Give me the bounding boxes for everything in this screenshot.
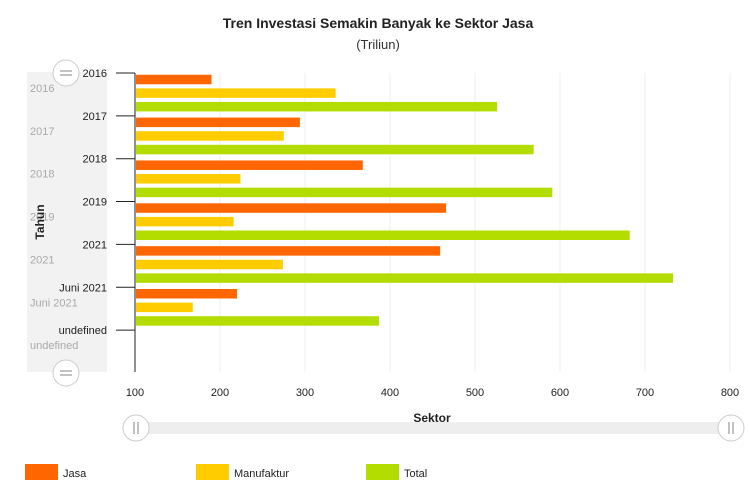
bar-jasa[interactable]	[136, 160, 363, 170]
y-scrollbar-label: 2019	[30, 212, 54, 224]
y-scrollbar-top-handle[interactable]	[52, 59, 80, 87]
y-tick-label: 2019	[83, 197, 107, 209]
legend-label-jasa[interactable]: Jasa	[63, 468, 87, 480]
x-axis-title: Sektor	[413, 411, 451, 425]
bar-total[interactable]	[136, 144, 534, 155]
bar-manufaktur[interactable]	[136, 131, 284, 141]
x-scrollbar-left-handle[interactable]	[122, 414, 150, 442]
y-scrollbar-label: 2018	[30, 169, 54, 181]
bar-jasa[interactable]	[136, 203, 447, 213]
bar-total[interactable]	[136, 273, 674, 283]
y-tick-label: undefined	[59, 325, 107, 337]
y-axis-ticks: 2016 2017 2018 2019 2021 Juni 2021 undefined	[59, 68, 135, 337]
bar-jasa[interactable]	[136, 246, 441, 256]
x-tick-label: 600	[551, 387, 569, 399]
y-tick-label: 2017	[83, 111, 107, 123]
chart-title: Tren Investasi Semakin Banyak ke Sektor …	[223, 15, 534, 31]
x-scrollbar-track[interactable]	[136, 422, 732, 434]
legend-label-manufaktur[interactable]: Manufaktur	[234, 468, 289, 480]
y-axis-title: Tahun	[33, 204, 47, 239]
legend-label-total[interactable]: Total	[404, 468, 427, 480]
chart-subtitle: (Triliun)	[356, 37, 400, 52]
y-tick-label: Juni 2021	[59, 282, 107, 294]
bar-manufaktur[interactable]	[136, 174, 241, 184]
y-scrollbar-label: 2017	[30, 126, 54, 138]
bar-total[interactable]	[136, 187, 553, 198]
y-scrollbar-label: Juni 2021	[30, 297, 78, 309]
bar-total[interactable]	[136, 101, 498, 112]
bars	[136, 74, 674, 326]
x-tick-label: 400	[381, 387, 399, 399]
x-tick-label: 700	[636, 387, 654, 399]
x-tick-label: 300	[296, 387, 314, 399]
y-tick-label: 2021	[83, 239, 107, 251]
bar-total[interactable]	[136, 230, 630, 241]
y-scrollbar-track[interactable]	[27, 72, 107, 372]
x-axis-ticks: 100 200 300 400 500 600 700 800	[126, 387, 739, 399]
legend-swatch-manufaktur[interactable]	[196, 464, 229, 480]
bar-manufaktur[interactable]	[136, 259, 283, 270]
legend-swatch-jasa[interactable]	[25, 464, 58, 480]
legend-swatch-total[interactable]	[366, 464, 399, 480]
y-scrollbar-label: undefined	[30, 340, 78, 352]
y-tick-label: 2016	[83, 68, 107, 80]
bar-manufaktur[interactable]	[136, 302, 193, 313]
x-tick-label: 500	[466, 387, 484, 399]
x-tick-label: 200	[211, 387, 229, 399]
bar-jasa[interactable]	[136, 289, 237, 299]
bar-manufaktur[interactable]	[136, 216, 234, 227]
bar-jasa[interactable]	[136, 117, 300, 128]
y-scrollbar-bottom-handle[interactable]	[52, 359, 80, 387]
bar-jasa[interactable]	[136, 74, 212, 85]
bar-manufaktur[interactable]	[136, 88, 336, 98]
legend: Jasa Manufaktur Total	[25, 464, 427, 480]
x-tick-label: 800	[721, 387, 739, 399]
y-scrollbar-label: 2016	[30, 83, 54, 95]
x-gridlines	[219, 73, 731, 372]
y-scrollbar-labels: 2016 2017 2018 2019 2021 Juni 2021 undefined	[30, 83, 78, 352]
y-tick-label: 2018	[83, 154, 107, 166]
bar-total[interactable]	[136, 316, 379, 326]
x-tick-label: 100	[126, 387, 144, 399]
x-scrollbar-right-handle[interactable]	[717, 414, 745, 442]
y-scrollbar-label: 2021	[30, 254, 54, 266]
